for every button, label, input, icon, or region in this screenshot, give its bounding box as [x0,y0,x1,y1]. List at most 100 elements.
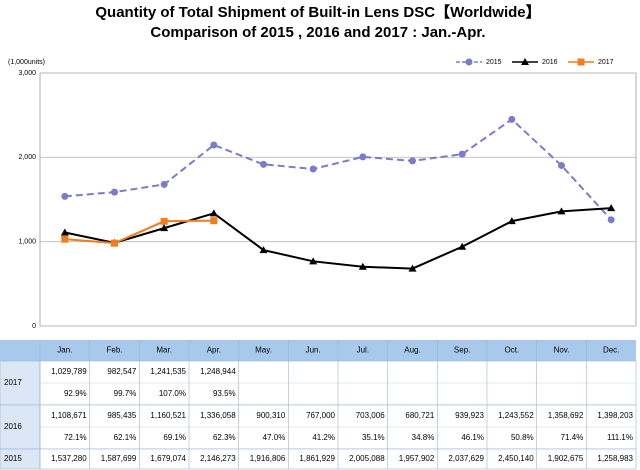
table-header: Jul. [357,346,369,355]
point [111,239,118,247]
table-value: 939,923 [455,411,484,420]
point [259,246,268,254]
table-ratio: 99.7% [114,389,137,398]
table-header: Dec. [603,346,619,355]
legend-label: 2016 [542,59,558,66]
table-header: Mar. [156,346,172,355]
point [210,217,218,225]
legend-marker [521,58,529,65]
table-value: 1,861,929 [299,454,335,463]
table-value: 2,005,088 [349,454,385,463]
table-value: 900,310 [256,411,285,420]
y-tick-label: 2,000 [18,154,36,161]
chart-subtitle: Comparison of 2015 , 2016 and 2017 : Jan… [150,24,485,41]
table-ratio: 41.2% [312,433,335,442]
table-ratio: 107.0% [159,389,186,398]
table-header: Jan. [57,346,72,355]
table-value: 703,006 [356,411,385,420]
table-value: 1,160,521 [150,411,186,420]
point [260,160,267,168]
point [557,207,566,215]
table-header: Apr. [207,346,221,355]
table-value: 2,450,140 [498,454,534,463]
point [111,188,118,196]
chart-title: Quantity of Total Shipment of Built-in L… [95,3,540,21]
table-header-bg [0,340,636,361]
table-value: 2,146,273 [200,454,236,463]
table-header: May. [255,346,272,355]
point [607,216,615,224]
table-header: Sep. [454,346,470,355]
point [359,153,367,161]
table-ratio: 47.0% [263,433,286,442]
table-value: 1,902,675 [548,454,584,463]
table-value: 1,398,203 [597,411,633,420]
table-row-label: 2016 [4,422,22,431]
series-line [64,219,214,245]
point [507,217,516,225]
table-ratio: 50.8% [511,433,534,442]
point [408,264,417,272]
point [458,150,466,158]
table-value: 767,000 [306,411,335,420]
table-value: 1,248,944 [200,367,236,376]
legend-label: 2017 [598,59,614,66]
table-ratio: 72.1% [64,433,87,442]
table-value: 1,358,692 [548,411,584,420]
table-value: 2,037,629 [448,454,484,463]
table-value: 680,721 [405,411,434,420]
table-value: 982,547 [107,367,136,376]
legend-marker [465,58,473,66]
point [558,162,565,170]
table-value: 1,957,902 [399,454,435,463]
legend-label: 2015 [486,59,502,66]
table-value: 1,587,699 [101,454,137,463]
table-ratio: 34.8% [412,433,435,442]
table-header: Feb. [106,346,122,355]
y-axis-label: (1,000units) [8,59,45,66]
y-tick-label: 1,000 [18,239,36,246]
point [160,217,168,225]
table-ratio: 92.9% [64,389,87,398]
point [508,115,516,123]
table-value: 1,029,789 [51,367,87,376]
table-row-label: 2017 [4,378,22,387]
table-ratio: 111.1% [607,433,633,442]
series-line [64,207,612,270]
point [61,192,69,200]
point [458,242,467,250]
table-ratio: 71.4% [561,433,584,442]
point [61,235,69,243]
table-row-label: 2015 [4,454,22,463]
table-value: 1,108,671 [51,411,87,420]
table-value: 1,336,058 [200,411,236,420]
table-value: 1,241,535 [150,367,186,376]
point [160,180,168,188]
plot-frame [39,72,637,327]
table-row-head-bg [0,404,41,450]
table-header: Oct. [504,346,519,355]
table-value: 1,537,280 [51,454,87,463]
table-ratio: 46.1% [461,433,484,442]
y-tick-label: 3,000 [18,70,36,77]
series-line [64,118,612,221]
point [309,257,318,265]
point [210,141,218,149]
point [607,204,616,212]
table-value: 1,916,806 [250,454,286,463]
legend-marker [577,58,585,66]
table-ratio: 62.1% [114,433,137,442]
table-header: Nov. [554,346,570,355]
table-value: 985,435 [107,411,136,420]
point [358,262,367,270]
table-value: 1,243,552 [498,411,534,420]
table-row-head-bg [0,360,41,406]
point [309,165,317,173]
table-ratio: 35.1% [362,433,385,442]
table-ratio: 93.5% [213,389,236,398]
table-value: 1,679,074 [150,454,186,463]
y-tick-label: 0 [32,323,36,330]
table-ratio: 62.3% [213,433,236,442]
point [160,224,169,232]
